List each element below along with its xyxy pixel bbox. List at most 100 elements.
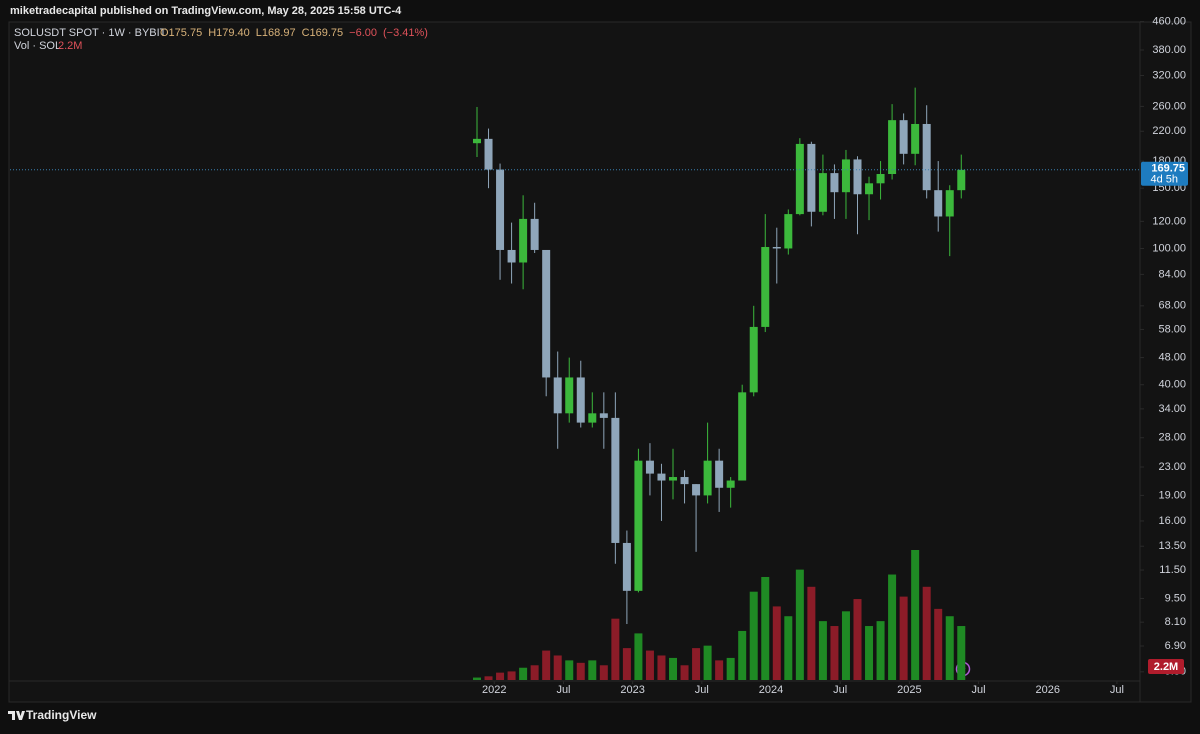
candle-body — [795, 143, 804, 215]
volume-bar — [888, 574, 897, 680]
y-tick-label: 260.00 — [1152, 100, 1186, 112]
volume-bar — [911, 550, 920, 680]
x-tick-label: 2022 — [482, 684, 506, 696]
x-tick-label: Jul — [556, 684, 570, 696]
candle-body — [922, 123, 931, 191]
volume-layer — [472, 550, 966, 680]
candle-body — [542, 249, 551, 378]
volume-bar — [899, 596, 908, 680]
volume-bar — [542, 650, 551, 680]
volume-bar — [853, 599, 862, 680]
quote-value: C169.75 — [302, 27, 344, 39]
x-tick-label: 2024 — [759, 684, 783, 696]
candle-body — [692, 484, 701, 496]
y-tick-label: 460.00 — [1152, 15, 1186, 27]
candle-body — [599, 413, 608, 418]
y-tick-label: 220.00 — [1152, 125, 1186, 137]
candle-body — [715, 460, 724, 488]
volume-bar — [565, 660, 574, 680]
candle-body — [876, 174, 885, 184]
volume-bar — [657, 655, 666, 680]
header: miketradecapital published on TradingVie… — [10, 5, 402, 17]
candle-body — [622, 542, 631, 591]
volume-name: Vol · SOL — [14, 40, 61, 52]
quote-value: L168.97 — [256, 27, 296, 39]
volume-bar — [865, 626, 874, 680]
y-tick-label: 58.00 — [1158, 323, 1186, 335]
volume-bar — [622, 648, 631, 680]
candle-body — [588, 413, 597, 423]
candle-body — [530, 218, 539, 250]
volume-bar — [588, 660, 597, 680]
candle-body — [841, 159, 850, 193]
volume-bar — [876, 621, 885, 680]
candle-body — [576, 377, 585, 423]
quote-value: (−3.41%) — [383, 27, 428, 39]
volume-bar — [922, 586, 931, 680]
x-tick-label: 2023 — [620, 684, 644, 696]
volume-bar — [496, 672, 505, 680]
candle-body — [911, 123, 920, 154]
y-tick-label: 19.00 — [1158, 489, 1186, 501]
last-price: 169.75 — [1151, 163, 1185, 175]
countdown: 4d 5h — [1150, 174, 1178, 186]
volume-bar — [726, 657, 735, 680]
volume-axis-label: 2.2M — [1154, 661, 1178, 673]
candle-body — [472, 138, 481, 144]
candle-body — [484, 138, 493, 170]
volume-bar — [761, 576, 770, 680]
volume-last: 2.2M — [58, 40, 82, 52]
candle-body — [865, 183, 874, 195]
volume-bar — [576, 662, 585, 680]
candle-body — [818, 173, 827, 212]
y-tick-label: 8.10 — [1165, 616, 1186, 628]
y-tick-label: 11.50 — [1159, 564, 1186, 576]
y-tick-label: 16.00 — [1158, 515, 1186, 527]
volume-bar — [692, 648, 701, 680]
volume-bar — [472, 677, 481, 680]
volume-bar — [772, 606, 781, 680]
volume-bar — [680, 665, 689, 680]
candle-body — [611, 417, 620, 543]
last-price-box — [1141, 161, 1188, 186]
quote-value: H179.40 — [208, 27, 250, 39]
candle-body — [496, 169, 505, 250]
x-tick-label: Jul — [1110, 684, 1124, 696]
candle-body — [726, 480, 735, 488]
y-tick-label: 9.50 — [1165, 592, 1186, 604]
x-tick-label: 2025 — [897, 684, 921, 696]
volume-bar — [507, 671, 516, 680]
volume-bar — [645, 650, 654, 680]
volume-bar — [945, 616, 954, 680]
y-tick-label: 320.00 — [1152, 69, 1186, 81]
x-tick-label: Jul — [695, 684, 709, 696]
candle-body — [634, 460, 643, 591]
volume-bar — [519, 667, 528, 680]
tradingview-logo — [8, 711, 25, 720]
volume-bar — [669, 657, 678, 680]
x-tick-label: Jul — [833, 684, 847, 696]
candle-body — [507, 249, 516, 263]
candle-body — [749, 326, 758, 393]
volume-bar — [830, 626, 839, 680]
volume-bar — [553, 655, 562, 680]
footer: TradingView — [26, 708, 97, 722]
candle-body — [853, 159, 862, 195]
candle-body — [772, 246, 781, 249]
candle-body — [519, 218, 528, 263]
volume-bar — [807, 586, 816, 680]
y-tick-label: 40.00 — [1158, 379, 1186, 391]
volume-bar — [715, 660, 724, 680]
y-tick-label: 380.00 — [1152, 44, 1186, 56]
x-tick-label: Jul — [972, 684, 986, 696]
volume-bar — [795, 569, 804, 680]
candle-body — [784, 214, 793, 249]
volume-bar — [841, 611, 850, 680]
candle-body — [657, 473, 666, 481]
volume-bar — [934, 608, 943, 680]
y-tick-label: 68.00 — [1158, 300, 1186, 312]
candle-body — [934, 190, 943, 217]
candle-body — [761, 246, 770, 327]
